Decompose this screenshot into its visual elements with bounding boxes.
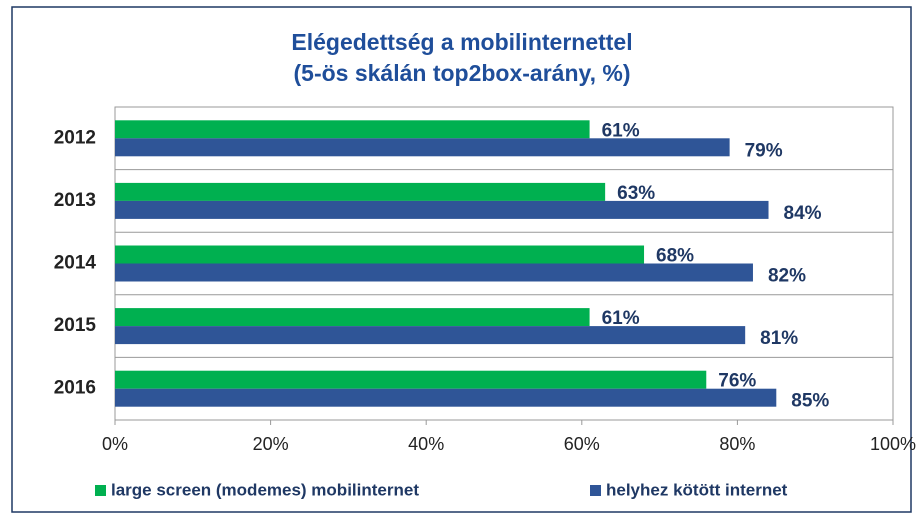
legend-swatch [95,485,106,496]
data-label: 82% [768,266,806,287]
y-tick-label: 2012 [54,127,96,148]
y-tick-label: 2013 [54,190,96,211]
bar [115,182,606,201]
chart-title: Elégedettség a mobilinternettel [291,29,632,55]
data-label: 79% [745,140,783,161]
x-tick-label: 20% [253,434,289,454]
bar [115,120,590,139]
y-tick-label: 2015 [54,315,97,336]
bar [115,138,730,157]
y-tick-label: 2016 [54,378,96,399]
bar [115,326,746,345]
data-label: 61% [602,308,640,329]
x-tick-label: 40% [408,434,444,454]
data-label: 84% [784,203,822,224]
data-label: 76% [718,371,756,392]
data-label: 63% [617,183,655,204]
legend-label: helyhez kötött internet [606,480,788,499]
data-label: 68% [656,246,694,267]
bar [115,370,707,389]
legend-swatch [590,485,601,496]
bar [115,200,769,219]
bar [115,245,645,264]
x-tick-label: 80% [719,434,755,454]
data-label: 61% [602,120,640,141]
bar [115,388,777,407]
bar [115,308,590,327]
x-tick-label: 60% [564,434,600,454]
x-tick-label: 0% [102,434,128,454]
x-tick-label: 100% [870,434,916,454]
data-label: 85% [791,391,829,412]
bar [115,263,753,282]
y-tick-label: 2014 [54,253,97,274]
legend-label: large screen (modemes) mobilinternet [111,480,419,499]
chart-subtitle: (5-ös skálán top2box-arány, %) [294,60,631,86]
data-label: 81% [760,328,798,349]
